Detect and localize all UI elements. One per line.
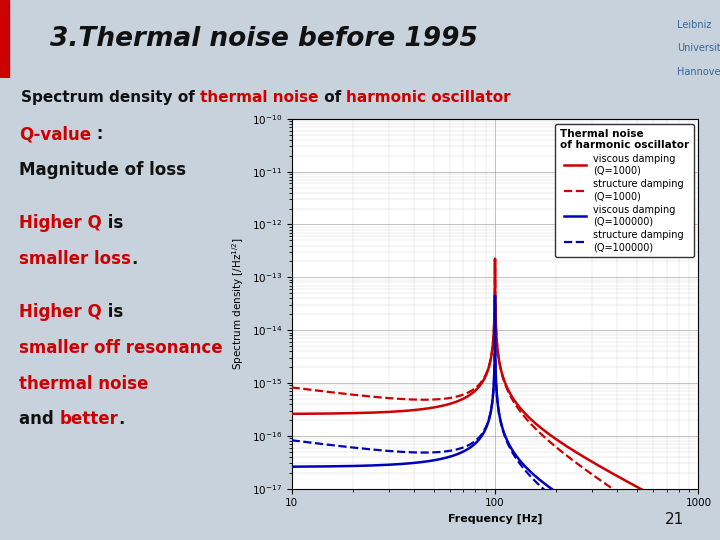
X-axis label: Frequency [Hz]: Frequency [Hz] bbox=[448, 514, 542, 524]
Text: thermal noise: thermal noise bbox=[200, 90, 319, 105]
Text: is: is bbox=[102, 214, 123, 232]
Text: harmonic oscillator: harmonic oscillator bbox=[346, 90, 511, 105]
Text: of: of bbox=[319, 90, 346, 105]
Text: Universität: Universität bbox=[677, 43, 720, 53]
Text: 21: 21 bbox=[665, 511, 684, 526]
Text: Leibniz: Leibniz bbox=[677, 19, 711, 30]
Text: thermal noise: thermal noise bbox=[19, 375, 148, 393]
Text: and: and bbox=[19, 410, 60, 428]
Text: Higher Q: Higher Q bbox=[19, 303, 102, 321]
Text: Higher Q: Higher Q bbox=[19, 214, 102, 232]
Y-axis label: Spectrum density [/Hz$^{1/2}$]: Spectrum density [/Hz$^{1/2}$] bbox=[230, 238, 246, 370]
Text: smaller loss: smaller loss bbox=[19, 250, 131, 268]
Text: smaller off resonance: smaller off resonance bbox=[19, 339, 222, 357]
Text: .: . bbox=[131, 250, 138, 268]
Text: 3.Thermal noise before 1995: 3.Thermal noise before 1995 bbox=[50, 26, 478, 52]
Text: is: is bbox=[102, 303, 123, 321]
Text: .: . bbox=[119, 410, 125, 428]
Text: Spectrum density of: Spectrum density of bbox=[22, 90, 200, 105]
Bar bbox=[0, 0, 9, 78]
Text: :: : bbox=[91, 125, 104, 143]
Text: better: better bbox=[60, 410, 119, 428]
Text: Q-value: Q-value bbox=[19, 125, 91, 143]
Text: Hannover: Hannover bbox=[677, 66, 720, 77]
Legend: viscous damping
(Q=1000), structure damping
(Q=1000), viscous damping
(Q=100000): viscous damping (Q=1000), structure damp… bbox=[554, 124, 693, 257]
Text: Magnitude of loss: Magnitude of loss bbox=[19, 161, 186, 179]
